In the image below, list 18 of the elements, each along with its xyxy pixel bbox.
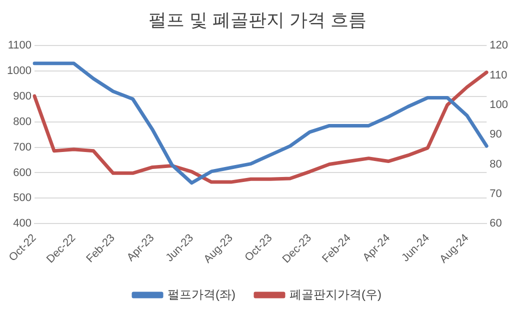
y2-tick-label: 120 xyxy=(490,40,508,52)
y-tick-label: 1000 xyxy=(6,65,32,78)
y2-tick-label: 110 xyxy=(490,69,508,82)
y2-tick-label: 100 xyxy=(490,98,508,111)
y2-tick-label: 90 xyxy=(490,128,502,141)
y-tick-label: 400 xyxy=(13,218,32,230)
y2-tick-label: 80 xyxy=(490,158,502,170)
y-tick-label: 900 xyxy=(13,90,32,102)
y2-tick-label: 60 xyxy=(490,218,502,230)
legend-label: 펄프가격(좌) xyxy=(168,287,236,302)
legend-label: 폐골판지가격(우) xyxy=(290,287,382,302)
y-tick-label: 600 xyxy=(13,166,32,179)
chart-title: 펄프 및 폐골판지 가격 흐름 xyxy=(148,10,367,30)
y-tick-label: 800 xyxy=(13,116,32,128)
y-tick-label: 500 xyxy=(13,192,32,204)
y-tick-label: 1100 xyxy=(8,40,32,52)
y2-tick-label: 70 xyxy=(490,188,502,200)
y-tick-label: 700 xyxy=(13,141,32,154)
